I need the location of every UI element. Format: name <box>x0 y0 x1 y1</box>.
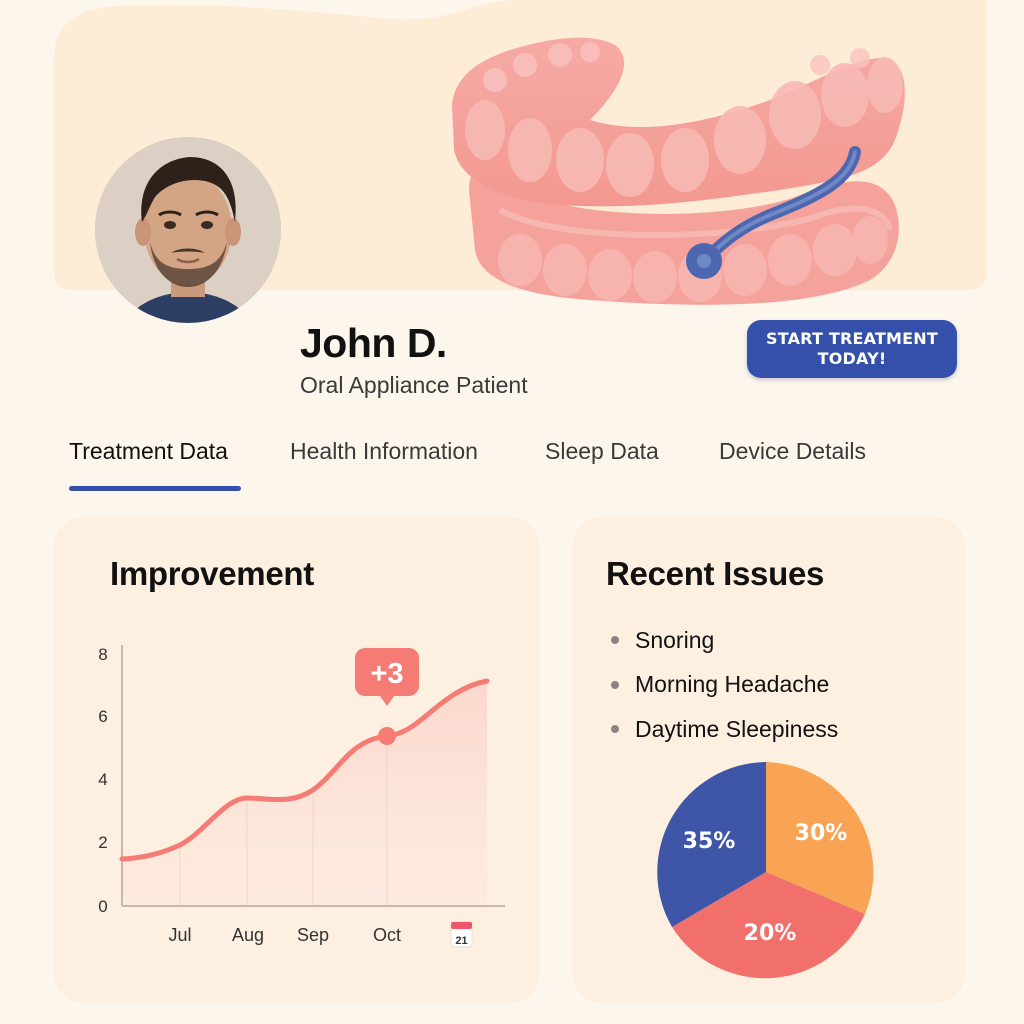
start-treatment-button[interactable]: START TREATMENT TODAY! <box>747 320 957 378</box>
improvement-badge: +3 <box>355 648 419 706</box>
improvement-title: Improvement <box>110 555 314 592</box>
tab-bar: Treatment Data Health Information Sleep … <box>0 438 1024 498</box>
list-item: Morning Headache <box>610 663 838 708</box>
issue-label: Snoring <box>635 626 715 653</box>
pie-slice-orange <box>766 762 874 914</box>
svg-text:21: 21 <box>455 935 467 947</box>
list-item: Snoring <box>610 618 838 663</box>
issues-pie-chart: 30% 20% 35% <box>656 762 876 982</box>
bullet-icon <box>611 636 619 645</box>
tab-treatment-data[interactable]: Treatment Data <box>69 438 228 464</box>
svg-text:Jul: Jul <box>168 925 191 945</box>
issue-label: Morning Headache <box>635 671 830 698</box>
svg-text:Oct: Oct <box>373 925 401 945</box>
avatar <box>95 137 281 323</box>
bullet-icon <box>611 680 619 689</box>
oral-appliance-illustration <box>440 20 920 320</box>
svg-text:30%: 30% <box>795 821 848 846</box>
svg-text:6: 6 <box>98 707 107 726</box>
patient-name: John D. <box>300 320 447 366</box>
svg-text:Aug: Aug <box>232 925 264 945</box>
svg-text:4: 4 <box>98 770 107 789</box>
issues-list: Snoring Morning Headache Daytime Sleepin… <box>610 618 838 752</box>
cta-line-2: TODAY! <box>817 349 887 368</box>
bullet-icon <box>611 725 619 734</box>
svg-text:35%: 35% <box>683 829 736 854</box>
issue-label: Daytime Sleepiness <box>635 715 839 742</box>
cta-line-1: START TREATMENT <box>765 329 939 348</box>
svg-text:0: 0 <box>98 897 107 916</box>
svg-text:8: 8 <box>98 645 107 664</box>
tab-device-details[interactable]: Device Details <box>719 438 866 464</box>
badge-text: +3 <box>370 658 403 690</box>
tab-health-information[interactable]: Health Information <box>290 438 478 464</box>
svg-text:2: 2 <box>98 833 107 852</box>
patient-subtitle: Oral Appliance Patient <box>300 372 528 398</box>
user-photo-icon <box>95 137 281 323</box>
active-tab-indicator <box>69 486 241 491</box>
pie-slice-red <box>672 872 865 979</box>
calendar-icon[interactable]: 21 <box>450 921 473 948</box>
svg-text:Sep: Sep <box>297 925 329 945</box>
pie-slice-blue <box>657 762 766 927</box>
svg-text:20%: 20% <box>744 921 797 946</box>
recent-issues-title: Recent Issues <box>606 555 825 592</box>
improvement-chart: +3 8 6 4 2 0 Jul Aug Sep Oct 21 <box>60 630 530 970</box>
list-item: Daytime Sleepiness <box>610 707 838 752</box>
tab-sleep-data[interactable]: Sleep Data <box>545 438 659 464</box>
